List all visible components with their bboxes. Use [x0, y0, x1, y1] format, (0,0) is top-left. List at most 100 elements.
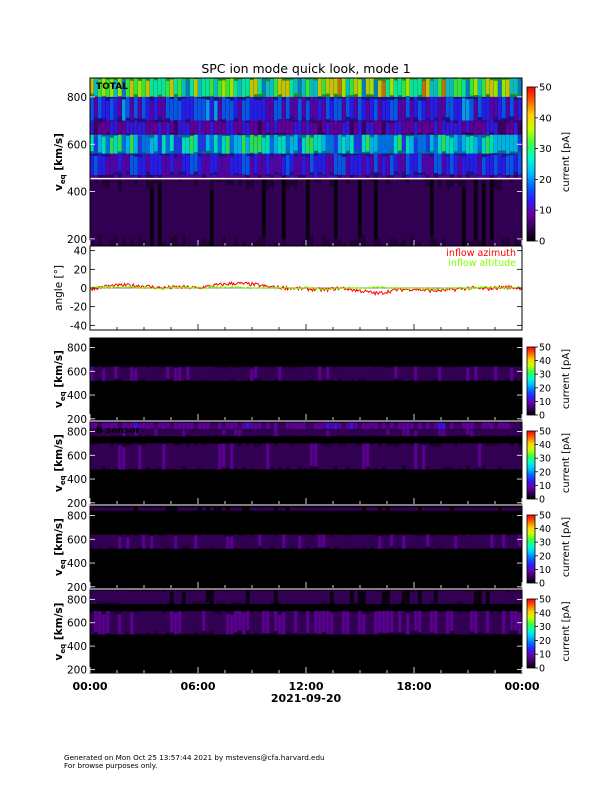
- colorbar-label: current [pA]: [561, 601, 572, 661]
- heatmap-cell: [102, 121, 106, 135]
- heatmap-cell: [226, 98, 230, 121]
- heatmap-cell: [470, 366, 474, 381]
- heatmap-cell: [254, 423, 258, 430]
- heatmap-cell: [182, 178, 186, 237]
- heatmap-cell: [242, 590, 246, 604]
- heatmap-cell: [266, 422, 270, 429]
- heatmap-cell: [406, 96, 410, 118]
- heatmap-cell: [198, 78, 202, 97]
- heatmap-cell: [174, 507, 178, 511]
- heatmap-cell: [238, 445, 242, 470]
- y-axis-label-symbol: v: [53, 653, 65, 660]
- heatmap-cell: [174, 612, 178, 635]
- heatmap-cell: [298, 443, 302, 466]
- heatmap-cell: [234, 611, 238, 633]
- heatmap-cell: [322, 367, 326, 381]
- heatmap-cell: [166, 175, 170, 179]
- heatmap-cell: [166, 611, 170, 632]
- heatmap-cell: [310, 178, 314, 236]
- heatmap-cell: [298, 178, 302, 246]
- heatmap-cell: [314, 175, 318, 179]
- heatmap-cell: [430, 96, 434, 121]
- heatmap-cell: [182, 443, 186, 467]
- heatmap-cell: [498, 96, 502, 120]
- heatmap-cell: [482, 534, 486, 549]
- heatmap-cell: [242, 100, 246, 121]
- heatmap-cell: [494, 155, 498, 176]
- heatmap-cell: [202, 366, 206, 381]
- heatmap-cell: [422, 121, 426, 135]
- heatmap-cell: [330, 592, 334, 605]
- heatmap-cell: [470, 535, 474, 549]
- heatmap-cell: [366, 121, 370, 135]
- heatmap-cell: [418, 507, 422, 511]
- heatmap-cell: [306, 79, 310, 97]
- heatmap-cell: [358, 591, 362, 605]
- heatmap-cell: [250, 187, 254, 246]
- heatmap-cell: [194, 153, 198, 172]
- heatmap-cell: [142, 366, 146, 379]
- heatmap-cell: [326, 611, 330, 634]
- heatmap-cell: [226, 120, 230, 134]
- heatmap-cell: [130, 444, 134, 470]
- heatmap-cell: [430, 507, 434, 511]
- heatmap-cell: [230, 134, 234, 152]
- heatmap-cell: [462, 134, 466, 152]
- heatmap-cell: [158, 368, 162, 381]
- heatmap-cell: [474, 137, 478, 154]
- heatmap-cell: [446, 78, 450, 97]
- heatmap-cell: [250, 156, 254, 176]
- heatmap-cell: [410, 422, 414, 430]
- heatmap-cell: [214, 120, 218, 134]
- heatmap-cell: [350, 120, 354, 134]
- heatmap-band: [90, 507, 522, 511]
- heatmap-cell: [310, 153, 314, 173]
- heatmap-cell: [494, 507, 498, 511]
- heatmap-cell: [178, 78, 182, 97]
- heatmap-cell: [98, 534, 102, 548]
- heatmap-cell: [370, 444, 374, 470]
- heatmap-cell: [402, 175, 406, 179]
- heatmap-cell: [114, 96, 118, 120]
- heatmap-cell: [362, 613, 366, 635]
- heatmap-cell: [258, 100, 262, 121]
- heatmap-cell: [438, 120, 442, 135]
- heatmap-cell: [458, 429, 462, 437]
- heatmap-cell: [138, 507, 142, 511]
- heatmap-cell: [258, 429, 262, 437]
- heatmap-cell: [234, 429, 238, 436]
- colorbar-tick-label: 10: [539, 650, 551, 661]
- heatmap-cell: [438, 422, 442, 430]
- heatmap-cell: [318, 175, 322, 179]
- heatmap-cell: [118, 590, 122, 604]
- heatmap-cell: [194, 134, 198, 153]
- heatmap-cell: [394, 178, 398, 239]
- heatmap-cell: [262, 535, 266, 549]
- heatmap-cell: [290, 96, 294, 117]
- heatmap-cell: [494, 445, 498, 470]
- heatmap-cell: [282, 368, 286, 381]
- heatmap-cell: [254, 507, 258, 511]
- heatmap-cell: [246, 175, 250, 179]
- heatmap-cell: [262, 429, 266, 436]
- heatmap-cell: [342, 447, 346, 470]
- heatmap-cell: [382, 175, 386, 179]
- heatmap-cell: [354, 590, 358, 603]
- heatmap-cell: [162, 591, 166, 605]
- heatmap-band: [90, 120, 522, 135]
- heatmap-cell: [258, 590, 262, 605]
- heatmap-cell: [166, 422, 170, 429]
- heatmap-cell: [342, 97, 346, 121]
- heatmap-cell: [514, 507, 518, 511]
- heatmap-cell: [342, 507, 346, 511]
- heatmap-cell: [326, 446, 330, 470]
- heatmap-cell: [354, 96, 358, 119]
- heatmap-cell: [422, 535, 426, 549]
- heatmap-cell: [166, 134, 170, 154]
- heatmap-cell: [310, 79, 314, 97]
- heatmap-cell: [358, 446, 362, 470]
- heatmap-cell: [334, 443, 338, 466]
- heatmap-cell: [202, 611, 206, 631]
- heatmap-cell: [226, 613, 230, 635]
- heatmap-cell: [346, 96, 350, 117]
